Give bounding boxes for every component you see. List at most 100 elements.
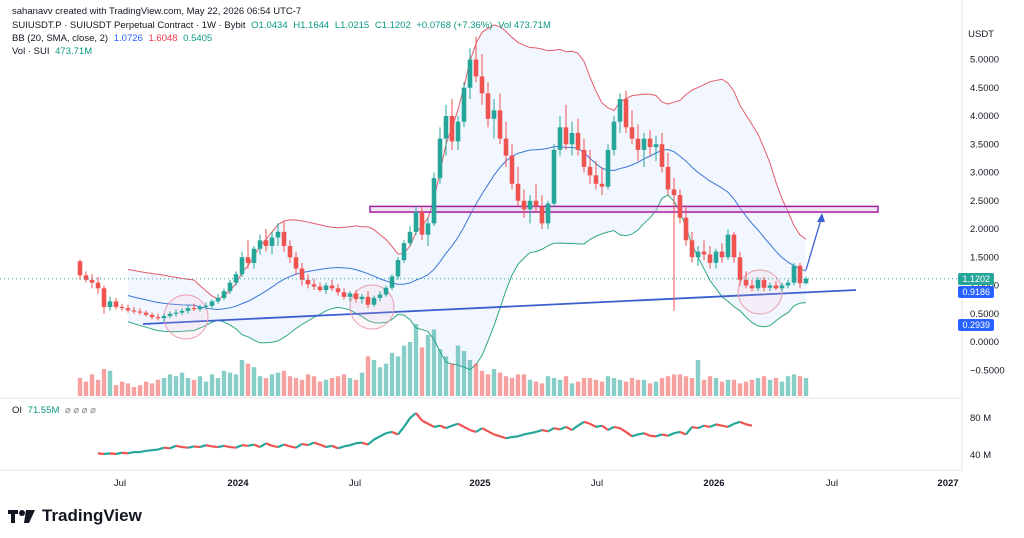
time-tick-label: 2026: [703, 478, 724, 489]
oi-segment: [397, 426, 405, 436]
volume-bar: [137, 385, 143, 396]
tradingview-logo[interactable]: TradingView: [8, 506, 142, 526]
volume-bar: [335, 376, 341, 396]
volume-bar: [773, 378, 779, 396]
candle-body: [587, 166, 593, 176]
oi-segment: [295, 442, 303, 449]
candle-body: [719, 251, 725, 258]
volume-bar: [731, 379, 737, 396]
candle-body: [491, 110, 497, 119]
volume-bar: [677, 374, 683, 396]
oi-segment: [553, 427, 561, 431]
volume-bar: [527, 379, 533, 396]
volume-bar: [287, 376, 293, 396]
volume-bar: [671, 374, 677, 396]
candle-body: [251, 248, 257, 263]
volume-bar: [95, 379, 101, 396]
volume-bar: [155, 379, 161, 396]
volume-bars: [77, 324, 809, 396]
price-tick-label: 5.0000: [970, 55, 999, 66]
candle-body: [683, 217, 689, 241]
oi-segment: [439, 424, 447, 430]
oi-segment: [493, 433, 501, 438]
volume-bar: [533, 381, 539, 396]
volume-bar: [803, 378, 809, 396]
chart-credit: sahanavv created with TradingView.com, M…: [12, 6, 302, 17]
candle-body: [659, 144, 665, 167]
oi-segment: [313, 441, 321, 446]
oi-segment: [253, 443, 261, 449]
volume-bar: [707, 376, 713, 396]
candle-body: [149, 314, 155, 318]
oi-segment: [115, 451, 123, 456]
candle-body: [401, 243, 407, 261]
candle-body: [569, 132, 575, 145]
oi-segment: [709, 423, 717, 428]
oi-segment: [391, 430, 399, 436]
candle-body: [611, 121, 617, 150]
price-tick-label: 4.0000: [970, 111, 999, 122]
oi-segment: [541, 428, 549, 433]
candle-body: [455, 121, 461, 142]
candle-body: [461, 87, 467, 122]
volume-bar: [557, 379, 563, 396]
candle-body: [83, 275, 89, 280]
volume-bar: [401, 345, 407, 396]
oi-segment: [331, 444, 339, 450]
candle-body: [695, 251, 701, 258]
candle-body: [539, 206, 545, 224]
candle-body: [623, 99, 629, 128]
last-price-badge: 1.1202: [958, 273, 994, 285]
candle-body: [485, 93, 491, 119]
volume-bar: [551, 378, 557, 396]
candle-body: [359, 296, 365, 300]
volume-bar: [317, 381, 323, 396]
candle-body: [95, 282, 101, 289]
volume-bar: [89, 374, 95, 396]
volume-bar: [539, 383, 545, 396]
oi-segment: [229, 445, 237, 449]
oi-segment: [697, 424, 705, 430]
oi-segment: [745, 423, 753, 427]
candle-body: [797, 265, 803, 284]
bb-lower-value: 0.5405: [183, 33, 213, 44]
price-tick-label: 1.5000: [970, 252, 999, 263]
volume-bar: [191, 379, 197, 396]
oi-segment: [139, 449, 147, 454]
resistance-zone-box: [369, 205, 879, 213]
candle-body: [479, 76, 485, 94]
volume-bar: [395, 356, 401, 396]
candle-body: [449, 116, 455, 142]
oi-segment: [379, 432, 387, 438]
volume-bar: [353, 379, 359, 396]
ohlc-close: C1.1202: [374, 20, 411, 31]
candle-body: [239, 257, 245, 275]
volume-bar: [305, 374, 311, 396]
oi-segment: [649, 434, 657, 438]
highlight-circle: [737, 269, 783, 315]
volume-bar: [311, 376, 317, 396]
volume-bar: [197, 376, 203, 396]
ohlc-low: L1.0215: [334, 20, 370, 31]
candle-body: [365, 296, 371, 305]
candle-body: [197, 306, 203, 310]
candle-body: [617, 99, 623, 122]
oi-segment: [505, 435, 513, 440]
oi-segment: [523, 432, 531, 436]
price-tick-label: 2.5000: [970, 196, 999, 207]
oi-segment: [193, 445, 201, 449]
oi-segment: [733, 420, 741, 425]
volume-bar: [491, 369, 497, 396]
oi-segment: [691, 425, 699, 430]
candle-body: [311, 284, 317, 287]
oi-segment: [163, 446, 171, 450]
oi-segment: [211, 445, 219, 449]
candle-body: [173, 312, 179, 314]
oi-segment: [367, 438, 375, 446]
candle-body: [689, 240, 695, 258]
volume-bar: [251, 367, 257, 396]
volume-bar: [239, 360, 245, 396]
oi-segment: [337, 445, 345, 450]
oi-segment: [169, 444, 177, 450]
